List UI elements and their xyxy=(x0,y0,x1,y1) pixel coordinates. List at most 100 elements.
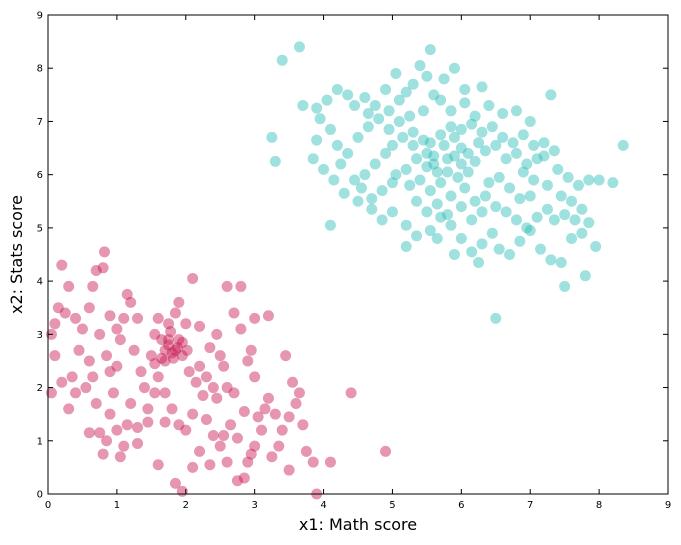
x-tick-label: 2 xyxy=(183,500,189,511)
scatter-point xyxy=(183,366,195,378)
scatter-point xyxy=(349,99,361,111)
scatter-point xyxy=(380,445,392,457)
scatter-point xyxy=(380,84,392,96)
scatter-point xyxy=(187,461,199,473)
scatter-point xyxy=(538,137,550,149)
scatter-point xyxy=(211,328,223,340)
scatter-point xyxy=(221,456,233,468)
scatter-point xyxy=(307,456,319,468)
scatter-point xyxy=(318,163,330,175)
scatter-point xyxy=(566,195,578,207)
scatter-point xyxy=(566,233,578,245)
scatter-point xyxy=(569,214,581,226)
scatter-point xyxy=(181,344,193,356)
scatter-point xyxy=(524,190,536,202)
scatter-point xyxy=(476,238,488,250)
scatter-point xyxy=(541,179,553,191)
scatter-point xyxy=(194,320,206,332)
scatter-point xyxy=(328,174,340,186)
scatter-point xyxy=(486,227,498,239)
scatter-point xyxy=(90,398,102,410)
y-tick-label: 7 xyxy=(37,117,43,128)
scatter-point xyxy=(448,150,460,162)
scatter-point xyxy=(169,344,181,356)
scatter-point xyxy=(125,398,137,410)
scatter-point xyxy=(555,256,567,268)
scatter-point xyxy=(411,195,423,207)
scatter-point xyxy=(541,203,553,215)
scatter-point xyxy=(455,233,467,245)
scatter-point xyxy=(576,203,588,215)
scatter-point xyxy=(73,344,85,356)
scatter-point xyxy=(366,193,378,205)
scatter-point xyxy=(280,350,292,362)
scatter-point xyxy=(159,355,171,367)
scatter-point xyxy=(497,107,509,119)
scatter-point xyxy=(211,392,223,404)
scatter-point xyxy=(411,153,423,165)
scatter-point xyxy=(204,342,216,354)
scatter-point xyxy=(159,416,171,428)
scatter-point xyxy=(507,137,519,149)
scatter-point xyxy=(342,147,354,159)
scatter-point xyxy=(583,217,595,229)
scatter-point xyxy=(407,139,419,151)
scatter-point xyxy=(238,472,250,484)
scatter-point xyxy=(531,211,543,223)
scatter-point xyxy=(435,177,447,189)
scatter-point xyxy=(56,376,68,388)
scatter-point xyxy=(269,155,281,167)
scatter-point xyxy=(163,334,175,346)
scatter-point xyxy=(517,166,529,178)
x-tick-label: 3 xyxy=(251,500,257,511)
scatter-point xyxy=(276,424,288,436)
scatter-point xyxy=(473,137,485,149)
scatter-point xyxy=(94,427,106,439)
scatter-point xyxy=(276,54,288,66)
scatter-point xyxy=(118,312,130,324)
scatter-point xyxy=(428,150,440,162)
scatter-point xyxy=(545,254,557,266)
scatter-point xyxy=(562,171,574,183)
x-tick-label: 6 xyxy=(458,500,464,511)
scatter-point xyxy=(497,131,509,143)
scatter-point xyxy=(180,424,192,436)
scatter-point xyxy=(469,195,481,207)
scatter-point xyxy=(197,390,209,402)
y-tick-label: 5 xyxy=(37,223,43,234)
scatter-point xyxy=(617,139,629,151)
scatter-point xyxy=(476,126,488,138)
scatter-point xyxy=(228,307,240,319)
scatter-point xyxy=(483,99,495,111)
scatter-point xyxy=(421,147,433,159)
scatter-point xyxy=(90,264,102,276)
scatter-point xyxy=(169,307,181,319)
scatter-point xyxy=(424,44,436,56)
scatter-point xyxy=(245,344,257,356)
y-axis-label: x2: Stats score xyxy=(7,195,26,314)
y-tick-label: 3 xyxy=(37,330,43,341)
scatter-point xyxy=(421,161,433,173)
scatter-point xyxy=(590,241,602,253)
scatter-point xyxy=(335,158,347,170)
scatter-point xyxy=(221,280,233,292)
scatter-point xyxy=(397,131,409,143)
scatter-point xyxy=(593,174,605,186)
scatter-point xyxy=(87,280,99,292)
scatter-point xyxy=(442,166,454,178)
scatter-point xyxy=(448,249,460,260)
scatter-point xyxy=(462,147,474,159)
scatter-point xyxy=(504,182,516,194)
y-tick-label: 0 xyxy=(37,490,43,501)
scatter-point xyxy=(225,419,237,431)
scatter-point xyxy=(187,272,199,284)
y-tick-label: 9 xyxy=(37,11,43,22)
scatter-point xyxy=(221,382,233,394)
scatter-point xyxy=(462,166,474,178)
scatter-point xyxy=(311,102,323,114)
scatter-point xyxy=(535,243,547,255)
scatter-point xyxy=(149,387,161,399)
scatter-point xyxy=(76,323,88,335)
scatter-point xyxy=(493,243,505,255)
scatter-point xyxy=(104,366,116,378)
